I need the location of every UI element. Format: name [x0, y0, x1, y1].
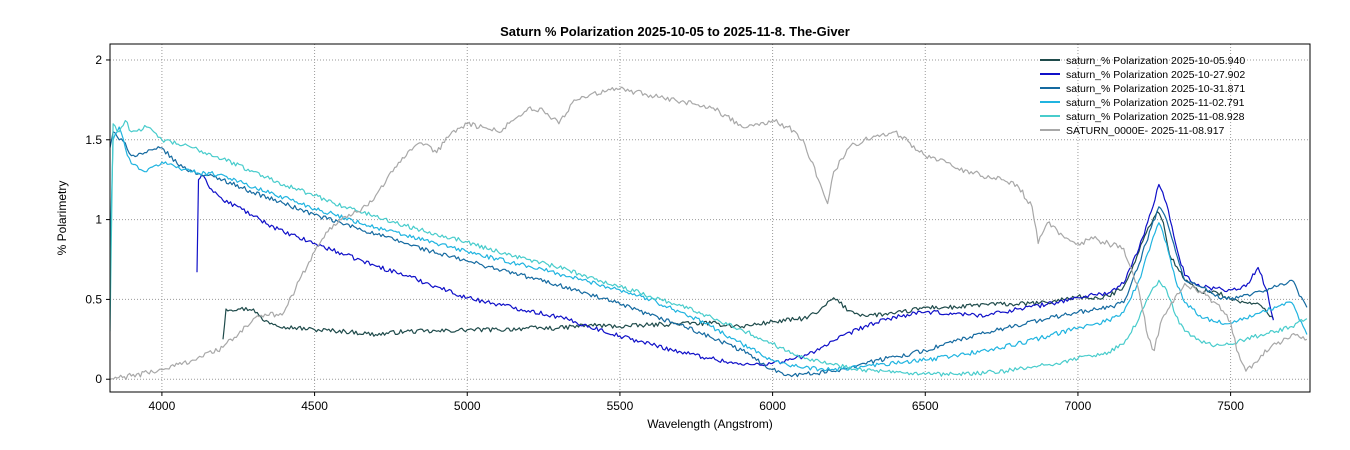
- grid-lines: [110, 44, 1310, 392]
- legend: saturn_% Polarization 2025-10-05.940 satu…: [1040, 55, 1245, 137]
- y-tick-label: 1: [95, 213, 102, 227]
- series-line-5: [110, 119, 1308, 377]
- x-tick-label: 5000: [454, 399, 481, 413]
- legend-entry: saturn_% Polarization 2025-10-31.871: [1066, 83, 1245, 95]
- x-axis-label: Wavelength (Angstrom): [647, 417, 773, 431]
- series-line-2: [196, 174, 1274, 367]
- y-tick-label: 0: [95, 372, 102, 386]
- legend-entry: saturn_% Polarization 2025-10-05.940: [1066, 55, 1245, 67]
- legend-entry: saturn_% Polarization 2025-11-08.928: [1066, 111, 1245, 123]
- chart-title: Saturn % Polarization 2025-10-05 to 2025…: [500, 24, 850, 39]
- x-tick-label: 4000: [149, 399, 176, 413]
- x-tick-label: 5500: [607, 399, 634, 413]
- y-tick-label: 0.5: [85, 292, 102, 306]
- y-axis-label: % Polarimetry: [55, 181, 69, 256]
- x-tick-label: 7500: [1217, 399, 1244, 413]
- legend-entry: saturn_% Polarization 2025-11-02.791: [1066, 97, 1245, 109]
- series-line-6: [110, 86, 1308, 380]
- x-tick-label: 4500: [301, 399, 328, 413]
- legend-entry: saturn_% Polarization 2025-10-27.902: [1066, 69, 1245, 81]
- x-tick-label: 6000: [759, 399, 786, 413]
- x-tick-label: 7000: [1065, 399, 1092, 413]
- series-group: [110, 86, 1308, 380]
- y-tick-label: 1.5: [85, 133, 102, 147]
- y-axis-ticks: 0 0.5 1 1.5 2: [85, 53, 110, 386]
- series-line-4: [110, 126, 1308, 372]
- x-axis-ticks: 4000 4500 5000 5500 6000 6500 7000 7500: [149, 392, 1244, 413]
- y-tick-label: 2: [95, 53, 102, 67]
- x-tick-label: 6500: [912, 399, 939, 413]
- series-line-1: [222, 211, 1274, 340]
- legend-entry: SATURN_0000E- 2025-11-08.917: [1066, 125, 1225, 137]
- plot-frame: [109, 43, 1311, 393]
- series-line-3: [110, 131, 1308, 378]
